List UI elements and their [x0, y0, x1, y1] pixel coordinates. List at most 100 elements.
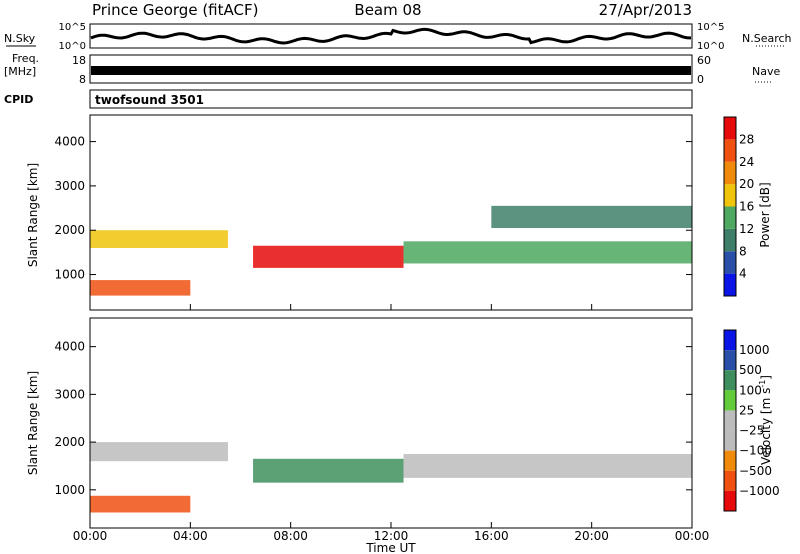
cpid-panel-frame: [89, 89, 693, 109]
noise-left-tick-bottom: 10^0: [59, 41, 86, 52]
power-colorbar-segment: [724, 139, 736, 162]
power-echo-band: [491, 205, 692, 229]
power-colorbar-segment: [724, 273, 736, 296]
time-axis-label: Time UT: [365, 541, 416, 554]
velocity-colorbar-segment: [724, 390, 736, 411]
velocity-colorbar-segment: [724, 430, 736, 451]
power-colorbar-tick-label: 4: [739, 267, 747, 281]
velocity-colorbar-tick-label: 25: [739, 403, 754, 417]
velocity-colorbar-segment: [724, 370, 736, 391]
power-colorbar-frame: [723, 116, 737, 297]
velocity-colorbar-tick-label: −100: [739, 444, 772, 458]
velocity-colorbar-tick-label: 100: [739, 383, 762, 397]
frequency-trace: [91, 66, 691, 75]
velocity-colorbar-tick-label: −500: [739, 464, 772, 478]
power-colorbar-tick-label: 12: [739, 222, 754, 236]
power-colorbar-tick-label: 24: [739, 155, 754, 169]
power-y-axis-label: Slant Range [km]: [26, 163, 40, 267]
velocity-colorbar-segment: [724, 490, 736, 511]
time-xtick-label: 20:00: [574, 529, 609, 543]
power-colorbar-tick-label: 16: [739, 200, 754, 214]
velocity-colorbar-segment: [724, 410, 736, 431]
noise-left-tick-top: 10^5: [59, 22, 86, 33]
velocity-colorbar-label-end: ]: [759, 375, 773, 380]
date-label: 27/Apr/2013: [599, 1, 692, 19]
power-colorbar-label: Power [dB]: [758, 182, 772, 247]
power-colorbar-tick-label: 8: [739, 244, 747, 258]
power-echo-band: [90, 230, 228, 248]
time-xtick-label: 00:00: [675, 529, 710, 543]
figure-title: Prince George (fitACF): [92, 1, 258, 19]
velocity-panel: 1000 2000 3000 4000 Slant Range [km] 1000 50…: [26, 304, 780, 554]
time-xtick-label: 00:00: [73, 529, 108, 543]
velocity-echo-band: [90, 495, 191, 513]
power-y-ticks: 1000 2000 3000 4000: [54, 135, 692, 282]
power-colorbar-tick-label: 28: [739, 132, 754, 146]
time-x-ticks: 00:00 04:00 08:00 12:00 16:00 20:00 00:00: [73, 304, 710, 543]
frequency-panel: Freq. [MHz] 18 8 60 0 Nave: [4, 52, 780, 86]
beam-label: Beam 08: [354, 1, 421, 19]
freq-left-label: Freq.: [12, 52, 39, 65]
noise-right-tick-top: 10^5: [697, 22, 724, 33]
velocity-colorbar-label: Velocity [m s-1]: [758, 375, 773, 465]
power-ytick-label: 2000: [54, 223, 85, 237]
frequency-panel-frame: [89, 54, 693, 84]
noise-trace: [90, 27, 691, 45]
velocity-ytick-label: 1000: [54, 483, 85, 497]
freq-left-tick-bottom: 8: [79, 73, 86, 86]
velocity-colorbar-tick-label: 500: [739, 363, 762, 377]
power-colorbar-segment: [724, 161, 736, 185]
power-ytick-label: 4000: [54, 135, 85, 149]
velocity-y-ticks: 1000 2000 3000 4000: [54, 340, 692, 497]
velocity-y-axis-label: Slant Range [km]: [26, 371, 40, 475]
velocity-colorbar-tick-label: 1000: [739, 343, 770, 357]
power-echo-band: [403, 241, 692, 264]
power-colorbar-segment: [724, 184, 736, 207]
power-ytick-label: 3000: [54, 179, 85, 193]
noise-right-tick-bottom: 10^0: [697, 41, 724, 52]
time-xtick-label: 08:00: [273, 529, 308, 543]
velocity-echo-band: [403, 454, 692, 478]
nave-right-tick-bottom: 0: [697, 73, 704, 86]
power-colorbar-segment: [724, 117, 736, 140]
power-echo-band: [253, 245, 404, 268]
time-xtick-label: 12:00: [374, 529, 409, 543]
power-echo-bands: [90, 205, 692, 296]
velocity-colorbar-tick-label: −25: [739, 424, 764, 438]
velocity-ytick-label: 4000: [54, 340, 85, 354]
velocity-colorbar-frame: [723, 329, 737, 512]
velocity-colorbar-segment: [724, 470, 736, 491]
velocity-echo-band: [90, 442, 228, 462]
cpid-program: twofsound 3501: [95, 93, 204, 107]
velocity-echo-band: [253, 458, 404, 483]
time-xtick-label: 16:00: [474, 529, 509, 543]
cpid-label: CPID: [4, 93, 33, 106]
velocity-colorbar-segment: [724, 450, 736, 471]
cpid-panel: CPID twofsound 3501: [4, 89, 693, 109]
freq-left-tick-top: 18: [72, 54, 86, 67]
power-colorbar-segment: [724, 228, 736, 252]
noise-panel: N.Sky 10^5 10^0 10^5 10^0 N.Search: [4, 22, 792, 52]
power-panel: 1000 2000 3000 4000 Slant Range [km] 4 8 12 16…: [26, 114, 772, 311]
velocity-colorbar-segment: [724, 350, 736, 371]
power-colorbar: 4 8 12 16 20 24 28: [723, 116, 754, 297]
velocity-colorbar-label-text: Velocity [m s: [759, 388, 773, 465]
nave-right-tick-top: 60: [697, 54, 711, 67]
noise-trace-line: [90, 27, 691, 45]
velocity-ytick-label: 2000: [54, 435, 85, 449]
noise-panel-frame: [89, 23, 693, 49]
velocity-colorbar-segment: [724, 330, 736, 351]
power-ytick-label: 1000: [54, 268, 85, 282]
power-echo-band: [90, 280, 191, 296]
velocity-echo-bands: [90, 442, 692, 513]
noise-left-label: N.Sky: [4, 32, 36, 45]
velocity-colorbar-label-exp: -1: [758, 380, 767, 388]
power-colorbar-segment: [724, 251, 736, 274]
power-colorbar-tick-label: 20: [739, 177, 754, 191]
velocity-colorbar-tick-label: −1000: [739, 484, 780, 498]
velocity-colorbar: 1000 500 100 25 −25 −100 −500 −1000: [723, 329, 780, 512]
power-colorbar-segment: [724, 206, 736, 229]
nave-right-label: Nave: [752, 65, 780, 78]
noise-right-label: N.Search: [742, 32, 792, 45]
